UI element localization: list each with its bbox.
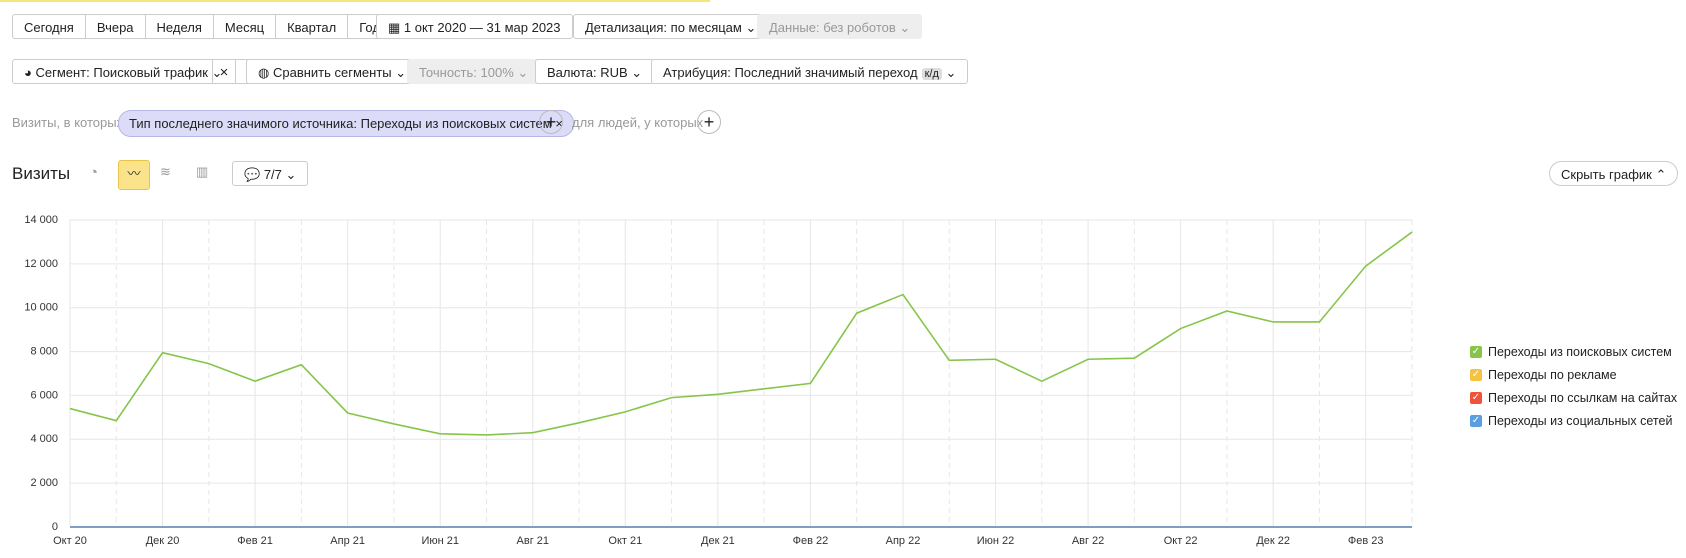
compare-text: Сравнить сегменты xyxy=(272,65,392,80)
legend-check: ✓ xyxy=(1470,345,1482,358)
y-tick-label: 2 000 xyxy=(30,477,58,489)
line-icon[interactable]: 〰 xyxy=(118,160,150,190)
notes-text: 7/7 xyxy=(263,167,282,182)
y-tick-label: 0 xyxy=(52,521,58,533)
pie-icon[interactable]: ◔ xyxy=(89,164,99,181)
legend-item[interactable]: ✓ Переходы из поисковых систем xyxy=(1470,340,1677,363)
x-tick-label: Июн 22 xyxy=(977,535,1015,547)
x-tick-label: Апр 21 xyxy=(330,535,365,547)
period-button[interactable]: Квартал xyxy=(275,14,349,39)
y-tick-label: 12 000 xyxy=(24,258,58,270)
series-line xyxy=(69,231,1413,436)
segment-text: Сегмент: Поисковый трафик xyxy=(35,65,208,80)
attribution[interactable]: Атрибуция: Последний значимый переход к/д… xyxy=(651,59,969,84)
x-tick-label: Авг 21 xyxy=(517,535,549,547)
x-tick-label: Дек 21 xyxy=(701,535,735,547)
legend-label: Переходы из поисковых систем xyxy=(1488,344,1672,359)
y-tick-label: 8 000 xyxy=(30,345,58,357)
segment-select[interactable]: ◕ Сегмент: Поисковый трафик ⌄ xyxy=(12,59,256,84)
period-button[interactable]: Месяц xyxy=(212,14,277,39)
filter-chip[interactable]: Тип последнего значимого источника: Пере… xyxy=(118,110,574,137)
x-tick-label: Фев 21 xyxy=(237,535,273,547)
legend: ✓ Переходы из поисковых систем ✓ Переходы п… xyxy=(1470,340,1677,432)
x-tick-label: Окт 22 xyxy=(1164,535,1198,547)
x-tick-label: Окт 21 xyxy=(608,535,642,547)
legend-label: Переходы по рекламе xyxy=(1488,367,1617,382)
hide-chart[interactable]: Скрыть график ⌃ xyxy=(1549,161,1679,186)
filter-prefix: Визиты, в которых xyxy=(12,115,124,130)
add-people-filter[interactable]: + xyxy=(697,110,721,134)
detail-text: Детализация: по месяцам xyxy=(585,20,742,35)
report-title: Визиты xyxy=(12,164,71,183)
legend-item[interactable]: ✓ Переходы по рекламе xyxy=(1470,363,1677,386)
x-tick-label: Фев 22 xyxy=(793,535,829,547)
compare-button[interactable]: ◍ Сравнить сегменты ⌄ xyxy=(246,59,419,84)
x-tick-label: Июн 21 xyxy=(421,535,459,547)
x-tick-label: Дек 20 xyxy=(146,535,180,547)
chip-text: Тип последнего значимого источника: Пере… xyxy=(129,116,552,131)
x-tick-label: Дек 22 xyxy=(1256,535,1290,547)
period-buttons: Сегодня Вчера Неделя Месяц Квартал Год xyxy=(12,14,392,39)
legend-label: Переходы по ссылкам на сайтах xyxy=(1488,390,1678,405)
date-range[interactable]: ▦ 1 окт 2020 — 31 мар 2023 xyxy=(376,14,573,39)
chart: 0 2 000 4 000 6 000 8 000 10 000 12 000 14 000 О… xyxy=(24,214,1413,547)
x-tick-label: Фев 23 xyxy=(1348,535,1384,547)
accuracy: Точность: 100% ⌄ xyxy=(407,59,541,84)
hide-chart-text: Скрыть график xyxy=(1561,167,1652,182)
legend-check: ✓ xyxy=(1470,391,1482,404)
legend-label: Переходы из социальных сетей xyxy=(1488,413,1673,428)
legend-item[interactable]: ✓ Переходы из социальных сетей xyxy=(1470,409,1677,432)
attribution-badge: к/д xyxy=(921,68,942,80)
add-filter[interactable]: + xyxy=(539,110,563,134)
legend-check: ✓ xyxy=(1470,368,1482,381)
period-button[interactable]: Неделя xyxy=(144,14,214,39)
notes-button[interactable]: 💬 7/7 ⌄ xyxy=(232,161,309,186)
legend-item[interactable]: ✓ Переходы по ссылкам на сайтах xyxy=(1470,386,1677,409)
date-range-text: 1 окт 2020 — 31 мар 2023 xyxy=(403,20,561,35)
detail-select[interactable]: Детализация: по месяцам ⌄ xyxy=(573,14,769,39)
accuracy-text: Точность: 100% xyxy=(419,65,514,80)
y-tick-label: 4 000 xyxy=(30,433,58,445)
x-tick-label: Авг 22 xyxy=(1072,535,1104,547)
y-tick-label: 10 000 xyxy=(24,302,58,314)
data-filter: Данные: без роботов ⌄ xyxy=(757,14,923,39)
attribution-text: Атрибуция: Последний значимый переход xyxy=(663,65,918,80)
currency-text: Валюта: RUB xyxy=(547,65,628,80)
filter-people: для людей, у которых xyxy=(572,115,704,130)
data-filter-text: Данные: без роботов xyxy=(769,20,896,35)
y-tick-label: 6 000 xyxy=(30,389,58,401)
bar-icon[interactable]: ▥ xyxy=(196,164,209,179)
x-tick-label: Апр 22 xyxy=(886,535,921,547)
period-button[interactable]: Сегодня xyxy=(12,14,86,39)
y-tick-label: 14 000 xyxy=(24,214,58,226)
segment-clear[interactable]: × xyxy=(212,59,236,84)
top-bar xyxy=(0,0,710,2)
period-button[interactable]: Вчера xyxy=(84,14,146,39)
x-tick-label: Окт 20 xyxy=(53,535,87,547)
area-icon[interactable]: ≋ xyxy=(160,164,171,179)
currency[interactable]: Валюта: RUB ⌄ xyxy=(535,59,655,84)
legend-check: ✓ xyxy=(1470,414,1482,427)
